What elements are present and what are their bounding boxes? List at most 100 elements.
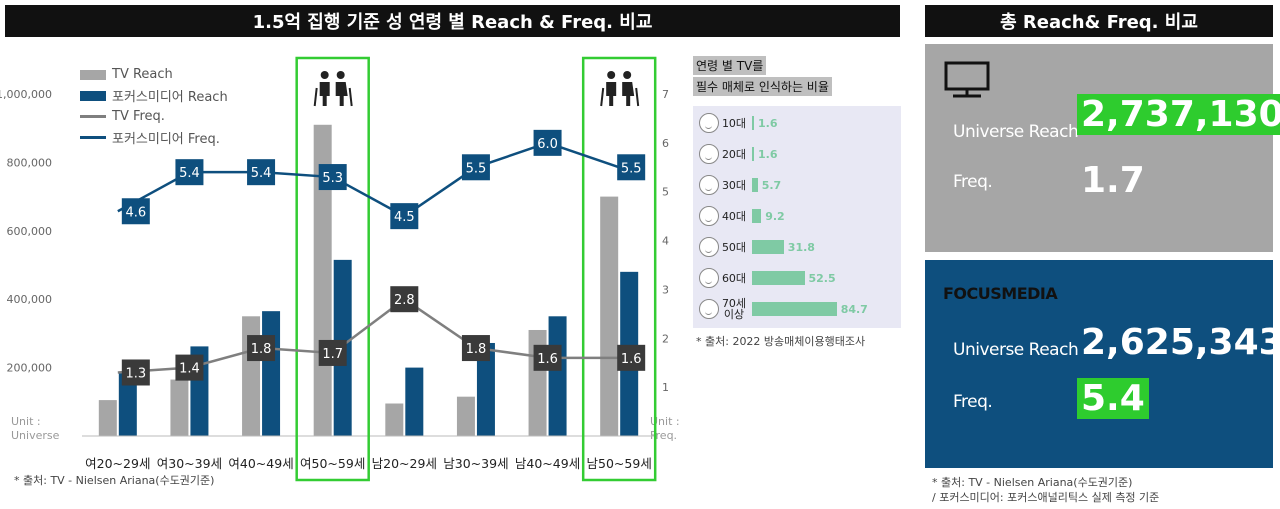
inset-title-line1: 연령 별 TV를 <box>693 56 767 75</box>
face-icon <box>699 299 719 319</box>
data-label: 5.4 <box>179 166 200 181</box>
y-tick-right: 5 <box>662 186 669 199</box>
inset-row: 70세 이상 84.7 <box>693 294 901 324</box>
tv-essential-ratio-panel: 10대 1.6 20대 1.6 30대 5.7 40대 9.2 50대 31.8 60대 52.5 70… <box>693 106 901 328</box>
data-label: 1.6 <box>621 352 642 367</box>
tv-reach-label: Universe Reach <box>953 122 1079 142</box>
inset-source-note: * 출처: 2022 방송매체이용행태조사 <box>696 335 866 348</box>
bar-tv-reach <box>600 196 619 436</box>
data-label: 1.7 <box>322 347 343 362</box>
x-tick-label: 여30~39세 <box>157 456 222 471</box>
inset-bar <box>752 178 758 192</box>
data-label-box <box>617 344 646 371</box>
right-unit-label: Freq. <box>650 429 677 442</box>
data-label: 1.3 <box>125 366 146 381</box>
inset-age-label: 20대 <box>721 148 747 161</box>
y-tick-right: 2 <box>662 332 669 345</box>
data-label: 1.4 <box>179 362 200 377</box>
data-label-box <box>390 286 419 313</box>
data-label: 6.0 <box>537 137 558 152</box>
face-icon <box>699 237 719 257</box>
inset-age-label: 50대 <box>721 241 747 254</box>
inset-age-label: 10대 <box>721 117 747 130</box>
x-tick-label: 여40~49세 <box>228 456 293 471</box>
inset-age-label: 60대 <box>721 272 747 285</box>
data-label-box <box>121 198 150 225</box>
data-label: 5.4 <box>251 166 272 181</box>
left-unit-label: Unit : <box>11 415 41 428</box>
data-label: 2.8 <box>394 293 415 308</box>
x-tick-label: 여20~29세 <box>85 456 150 471</box>
data-label: 4.6 <box>125 205 146 220</box>
inset-bar <box>752 116 754 130</box>
x-tick-label: 남20~29세 <box>372 456 437 471</box>
data-label: 5.5 <box>621 161 642 176</box>
y-tick-right: 7 <box>662 88 669 101</box>
fm-reach-label: Universe Reach <box>953 340 1079 360</box>
y-tick-right: 3 <box>662 283 669 296</box>
bar-fm-reach <box>262 311 281 436</box>
bar-fm-reach <box>476 342 495 436</box>
data-label-box <box>533 129 562 156</box>
data-label-box <box>533 344 562 371</box>
bar-tv-reach <box>456 396 475 436</box>
data-label: 5.3 <box>322 171 343 186</box>
inset-value: 1.6 <box>758 116 778 130</box>
face-icon <box>699 144 719 164</box>
face-icon <box>699 113 719 133</box>
data-label-box <box>318 339 347 366</box>
side-source-note-1: * 출처: TV - Nielsen Ariana(수도권기준) <box>932 476 1133 489</box>
data-label-box <box>390 203 419 230</box>
tv-freq-label: Freq. <box>953 172 993 192</box>
focusmedia-logo: FOCUSMEDIA <box>943 284 1058 303</box>
y-tick-right: 6 <box>662 137 669 150</box>
inset-value: 31.8 <box>787 240 815 254</box>
bar-tv-reach <box>98 400 117 436</box>
inset-age-label: 40대 <box>721 210 747 223</box>
data-label: 1.8 <box>251 342 272 357</box>
face-icon <box>699 175 719 195</box>
y-tick-left: 200,000 <box>7 362 53 375</box>
focusmedia-total-panel: FOCUSMEDIA Universe Reach 2,625,343 Freq… <box>925 260 1280 468</box>
x-tick-label: 남40~49세 <box>515 456 580 471</box>
inset-value: 9.2 <box>765 209 785 223</box>
legend-item-fm-reach: 포커스미디어 Reach <box>80 85 228 106</box>
data-label-box <box>247 159 276 186</box>
bar-fm-reach <box>405 367 424 436</box>
side-source-note-2: / 포커스미디어: 포커스애널리틱스 실제 측정 기준 <box>932 491 1160 504</box>
inset-value: 5.7 <box>761 178 782 192</box>
tv-reach-value: 2,737,130 <box>1077 94 1280 135</box>
bar-tv-reach <box>242 316 261 436</box>
chart-source-note: * 출처: TV - Nielsen Ariana(수도권기준) <box>14 474 215 487</box>
inset-value: 52.5 <box>808 271 836 285</box>
legend-item-tv-freq: TV Freq. <box>80 106 228 127</box>
data-label-box <box>318 164 347 191</box>
data-label: 1.6 <box>537 352 558 367</box>
legend-item-tv-reach: TV Reach <box>80 64 228 85</box>
inset-row: 30대 5.7 <box>693 170 901 200</box>
inset-row: 40대 9.2 <box>693 201 901 231</box>
y-tick-right: 1 <box>662 381 669 394</box>
right-unit-label: Unit : <box>650 415 680 428</box>
y-tick-left: 600,000 <box>7 225 53 238</box>
inset-value: 1.6 <box>758 147 778 161</box>
bar-tv-reach <box>385 403 404 436</box>
x-tick-label: 남30~39세 <box>443 456 508 471</box>
main-chart-title: 1.5억 집행 기준 성 연령 별 Reach & Freq. 비교 <box>5 5 900 37</box>
tv-freq-value: 1.7 <box>1081 160 1145 201</box>
bar-fm-reach <box>548 316 567 436</box>
data-label-box <box>121 359 150 386</box>
reach-freq-chart: 1,000,000 800,000 600,000 400,000 200,000 7 6 5… <box>0 56 680 482</box>
inset-bar <box>752 302 837 316</box>
data-label-box <box>461 154 490 181</box>
data-label: 1.8 <box>466 342 487 357</box>
inset-bar <box>752 271 805 285</box>
fm-freq-label: Freq. <box>953 392 993 412</box>
monitor-icon <box>944 61 990 98</box>
fm-freq-value: 5.4 <box>1077 378 1149 419</box>
inset-row: 60대 52.5 <box>693 263 901 293</box>
inset-row: 50대 31.8 <box>693 232 901 262</box>
inset-value: 84.7 <box>840 302 868 316</box>
highlight-box <box>581 56 657 482</box>
inset-age-label: 70세 이상 <box>721 297 747 321</box>
